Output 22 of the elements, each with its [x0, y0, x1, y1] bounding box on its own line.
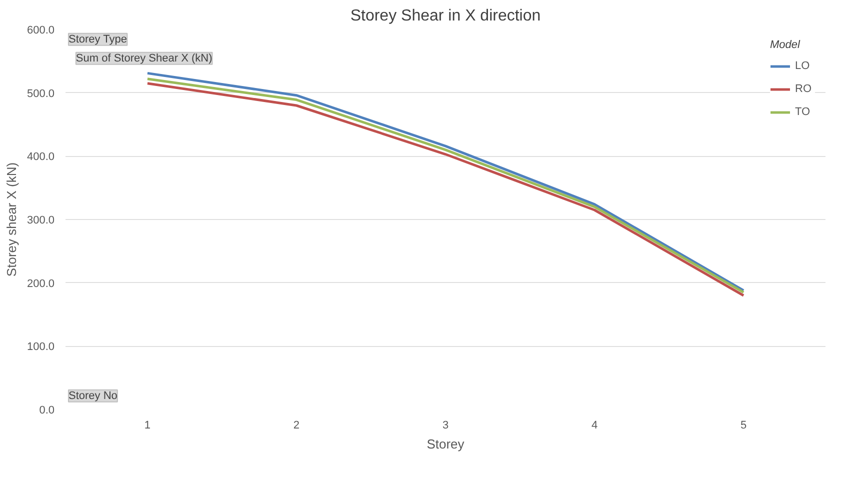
y-tick-label: 100.0: [26, 341, 55, 354]
x-tick-label: 4: [591, 420, 598, 432]
x-tick-label: 5: [740, 420, 747, 432]
y-tick-label: 0.0: [39, 404, 55, 416]
y-tick-label: 200.0: [26, 278, 55, 290]
y-tick-label: 600.0: [26, 24, 55, 36]
y-tick-label: 400.0: [26, 151, 55, 164]
y-tick-label: 500.0: [26, 88, 55, 100]
legend-label: LO: [795, 60, 811, 72]
x-tick-label: 3: [442, 420, 449, 432]
legend-label: RO: [795, 83, 812, 95]
y-tick-label: 300.0: [26, 214, 55, 226]
x-tick-label: 1: [144, 420, 151, 432]
legend-title: Model: [770, 39, 802, 51]
y-axis-title: Storey shear X (kN): [4, 162, 19, 277]
annotation: Storey Type: [68, 33, 127, 46]
annotation: Storey No: [68, 390, 118, 402]
annotation: Sum of Storey Shear X (kN): [76, 52, 212, 64]
x-tick-label: 2: [293, 420, 300, 432]
x-axis-title: Storey: [426, 436, 465, 452]
legend-label: TO: [795, 106, 812, 118]
chart-title: Storey Shear in X direction: [350, 8, 541, 24]
